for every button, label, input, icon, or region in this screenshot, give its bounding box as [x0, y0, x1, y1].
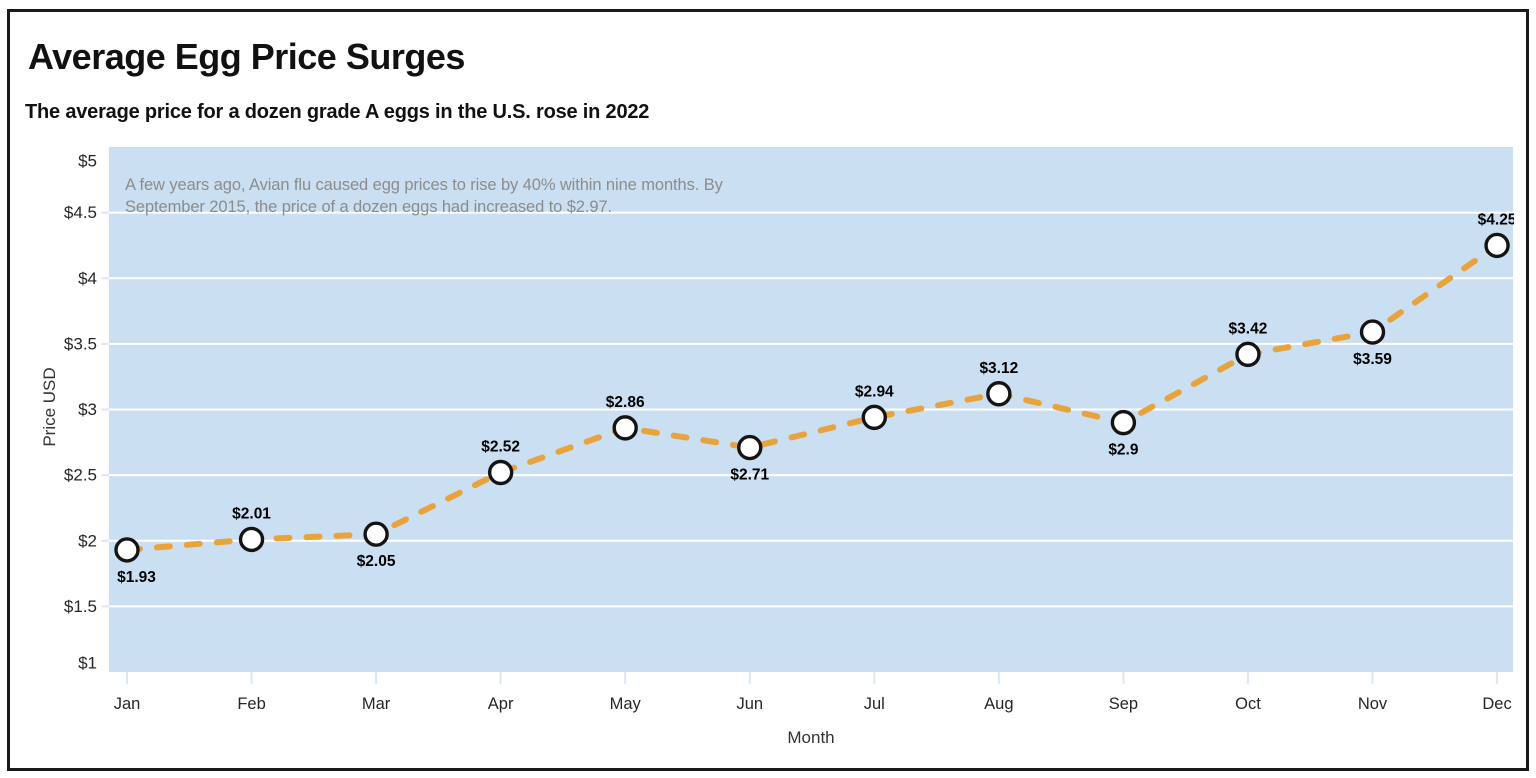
x-tick-label: Apr: [488, 695, 514, 713]
chart-annotation: A few years ago, Avian flu caused egg pr…: [125, 174, 845, 218]
x-tick-label: Mar: [362, 695, 391, 713]
x-tick-label: Jan: [114, 695, 141, 713]
data-point-marker[interactable]: [1484, 232, 1510, 259]
data-point-label: $3.42: [1229, 320, 1268, 337]
data-point-label: $3.12: [979, 360, 1018, 377]
data-point-marker[interactable]: [1235, 341, 1261, 368]
y-tick-label: $5: [78, 152, 97, 171]
data-point-label: $2.01: [232, 505, 271, 522]
data-point-marker[interactable]: [363, 521, 389, 547]
x-tick-label: Nov: [1358, 695, 1388, 713]
page-title: Average Egg Price Surges: [28, 36, 465, 77]
y-tick-label: $2.5: [64, 466, 97, 485]
data-point-label: $2.86: [606, 394, 645, 411]
x-axis-title: Month: [787, 728, 835, 747]
data-point-marker[interactable]: [612, 415, 638, 441]
x-tick-label: May: [610, 695, 642, 713]
x-tick-label: Dec: [1482, 695, 1511, 713]
y-tick-label: $3: [78, 400, 97, 419]
data-point-marker[interactable]: [114, 537, 140, 563]
data-point-marker[interactable]: [1359, 319, 1386, 345]
annotation-line: September 2015, the price of a dozen egg…: [125, 198, 613, 216]
page-subtitle: The average price for a dozen grade A eg…: [25, 101, 650, 123]
data-point-label: $2.71: [730, 467, 769, 484]
y-axis-title: Price USD: [40, 367, 59, 447]
data-point-marker[interactable]: [737, 434, 763, 461]
x-tick-label: Jun: [736, 695, 763, 713]
y-tick-label: $2: [78, 531, 97, 550]
x-tick-label: Feb: [237, 695, 265, 713]
data-point-label: $2.9: [1108, 442, 1139, 459]
x-tick-label: Aug: [984, 695, 1013, 713]
y-tick-label: $4.5: [64, 203, 97, 222]
y-tick-label: $4: [78, 269, 97, 288]
data-point-label: $2.94: [855, 383, 894, 400]
x-tick-label: Oct: [1235, 695, 1261, 713]
data-point-label: $1.93: [117, 569, 156, 586]
data-point-marker[interactable]: [1110, 409, 1137, 436]
y-tick-label: $1.5: [64, 597, 97, 616]
x-tick-label: Sep: [1109, 695, 1138, 713]
data-point-label: $4.25: [1478, 211, 1517, 228]
data-point-marker[interactable]: [986, 381, 1012, 407]
y-tick-label: $3.5: [64, 334, 97, 353]
annotation-line: A few years ago, Avian flu caused egg pr…: [125, 176, 723, 194]
x-tick-label: Jul: [864, 695, 885, 713]
data-point-marker[interactable]: [238, 526, 265, 553]
data-point-label: $3.59: [1353, 351, 1392, 368]
data-point-marker[interactable]: [861, 404, 887, 431]
y-tick-label: $1: [78, 654, 97, 673]
data-point-label: $2.05: [357, 553, 396, 570]
data-point-marker[interactable]: [487, 459, 514, 486]
data-point-label: $2.52: [481, 439, 520, 456]
